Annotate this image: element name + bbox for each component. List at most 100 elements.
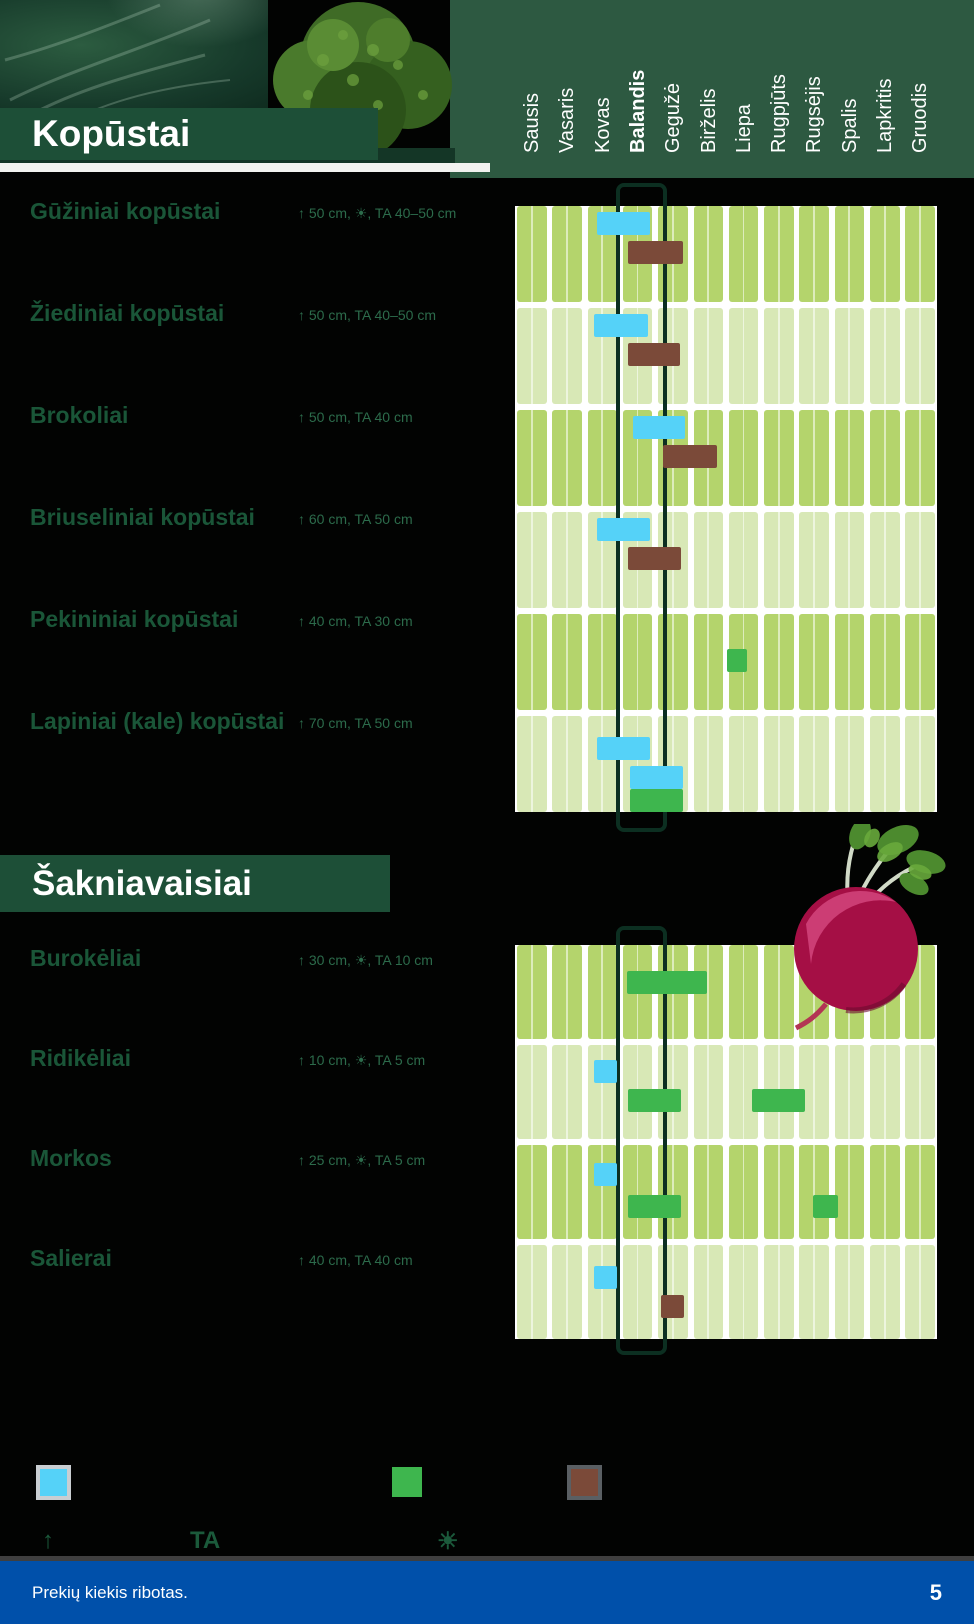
footer-divider bbox=[0, 1556, 974, 1561]
calendar-cell bbox=[693, 308, 723, 404]
section-title-kopustai: Kopūstai bbox=[0, 108, 378, 160]
calendar-cell bbox=[799, 614, 829, 710]
half-month-divider bbox=[848, 1145, 851, 1239]
half-month-divider bbox=[566, 512, 568, 608]
calendar-cell bbox=[728, 512, 759, 608]
calendar-cell bbox=[799, 1145, 829, 1239]
chart-backing-1 bbox=[515, 206, 937, 812]
half-month-divider bbox=[707, 716, 710, 812]
calendar-cell bbox=[587, 614, 618, 710]
calendar-bar-blue bbox=[597, 518, 651, 541]
calendar-bar-green bbox=[629, 788, 683, 812]
half-month-divider bbox=[919, 308, 921, 404]
half-month-divider bbox=[671, 614, 674, 710]
calendar-cell bbox=[658, 614, 688, 710]
row-name: Lapiniai (kale) kopūstai bbox=[30, 708, 285, 734]
half-month-divider bbox=[883, 1245, 886, 1339]
kale-leaf-photo bbox=[0, 0, 268, 113]
calendar-bar-green bbox=[752, 1088, 806, 1112]
section-title-sakniavaisiai: Šakniavaisiai bbox=[0, 855, 390, 912]
calendar-bar-blue bbox=[633, 416, 686, 439]
half-month-divider bbox=[636, 1145, 639, 1239]
month-label-6: Birželis bbox=[697, 88, 720, 153]
half-month-divider bbox=[742, 308, 745, 404]
calendar-cell bbox=[728, 308, 759, 404]
half-month-divider bbox=[813, 614, 815, 710]
calendar-cell bbox=[834, 1245, 865, 1339]
row-spec: ↑ 30 cm, ☀, TA 10 cm bbox=[298, 952, 433, 968]
row-spec: ↑ 60 cm, TA 50 cm bbox=[298, 511, 413, 527]
half-month-divider bbox=[530, 716, 533, 812]
calendar-cell bbox=[799, 410, 829, 506]
calendar-cell bbox=[905, 308, 935, 404]
calendar-cell bbox=[764, 308, 794, 404]
half-month-divider bbox=[919, 945, 921, 1039]
calendar-cell bbox=[834, 206, 865, 302]
month-label-2: Vasaris bbox=[556, 87, 579, 153]
half-month-divider bbox=[566, 1045, 568, 1139]
calendar-cell bbox=[764, 206, 794, 302]
calendar-cell bbox=[799, 206, 829, 302]
calendar-cell bbox=[799, 308, 829, 404]
calendar-cell bbox=[764, 1145, 794, 1239]
calendar-cell bbox=[870, 614, 900, 710]
section-title-sakniavaisiai-text: Šakniavaisiai bbox=[32, 863, 252, 903]
calendar-cell bbox=[905, 716, 935, 812]
calendar-cell bbox=[728, 410, 759, 506]
half-month-divider bbox=[919, 1245, 921, 1339]
calendar-cell bbox=[622, 1145, 653, 1239]
month-label-4: Balandis bbox=[626, 69, 649, 153]
half-month-divider bbox=[707, 1045, 710, 1139]
half-month-divider bbox=[883, 206, 886, 302]
half-month-divider bbox=[566, 1145, 568, 1239]
calendar-cell bbox=[834, 512, 865, 608]
calendar-bar-green bbox=[627, 1088, 682, 1112]
half-month-divider bbox=[848, 512, 851, 608]
half-month-divider bbox=[707, 614, 710, 710]
calendar-cell bbox=[728, 945, 759, 1039]
calendar-cell bbox=[870, 512, 900, 608]
half-month-divider bbox=[919, 512, 921, 608]
half-month-divider bbox=[636, 1245, 639, 1339]
half-month-divider bbox=[601, 1045, 604, 1139]
row-name: Burokėliai bbox=[30, 945, 142, 971]
legend-symbol-spacing: TA bbox=[190, 1527, 221, 1554]
half-month-divider bbox=[919, 410, 921, 506]
row-spec: ↑ 70 cm, TA 50 cm bbox=[298, 715, 413, 731]
half-month-divider bbox=[777, 308, 780, 404]
calendar-cell bbox=[764, 716, 794, 812]
kale-veins-decoration bbox=[4, 3, 231, 113]
half-month-divider bbox=[601, 1245, 604, 1339]
calendar-cell bbox=[552, 1245, 582, 1339]
calendar-cell bbox=[587, 410, 618, 506]
half-month-divider bbox=[742, 512, 745, 608]
calendar-cell bbox=[517, 945, 547, 1039]
calendar-cell bbox=[552, 945, 582, 1039]
header-white-line bbox=[0, 163, 490, 172]
half-month-divider bbox=[530, 512, 533, 608]
row-name: Žiediniai kopūstai bbox=[30, 300, 225, 326]
half-month-divider bbox=[601, 512, 604, 608]
calendar-cell bbox=[552, 206, 582, 302]
highlight-balandis-column bbox=[615, 926, 668, 1355]
calendar-bar-green bbox=[813, 1194, 838, 1218]
half-month-divider bbox=[919, 716, 921, 812]
calendar-cell bbox=[728, 716, 759, 812]
month-label-11: Lapkritis bbox=[874, 78, 896, 153]
calendar-cell bbox=[552, 1145, 582, 1239]
footer-note: Prekių kiekis ribotas. bbox=[32, 1582, 188, 1602]
calendar-bar-brown bbox=[663, 445, 718, 468]
calendar-bar-blue bbox=[593, 1265, 617, 1289]
half-month-divider bbox=[883, 1045, 886, 1139]
half-month-divider bbox=[777, 1245, 780, 1339]
calendar-cell bbox=[870, 1245, 900, 1339]
half-month-divider bbox=[777, 206, 780, 302]
half-month-divider bbox=[777, 512, 780, 608]
half-month-divider bbox=[883, 614, 886, 710]
month-label-1: Sausis bbox=[521, 92, 543, 153]
calendar-cell bbox=[905, 1145, 935, 1239]
calendar-cell bbox=[870, 1045, 900, 1139]
month-label-10: Spalis bbox=[838, 98, 861, 153]
half-month-divider bbox=[883, 1145, 886, 1239]
